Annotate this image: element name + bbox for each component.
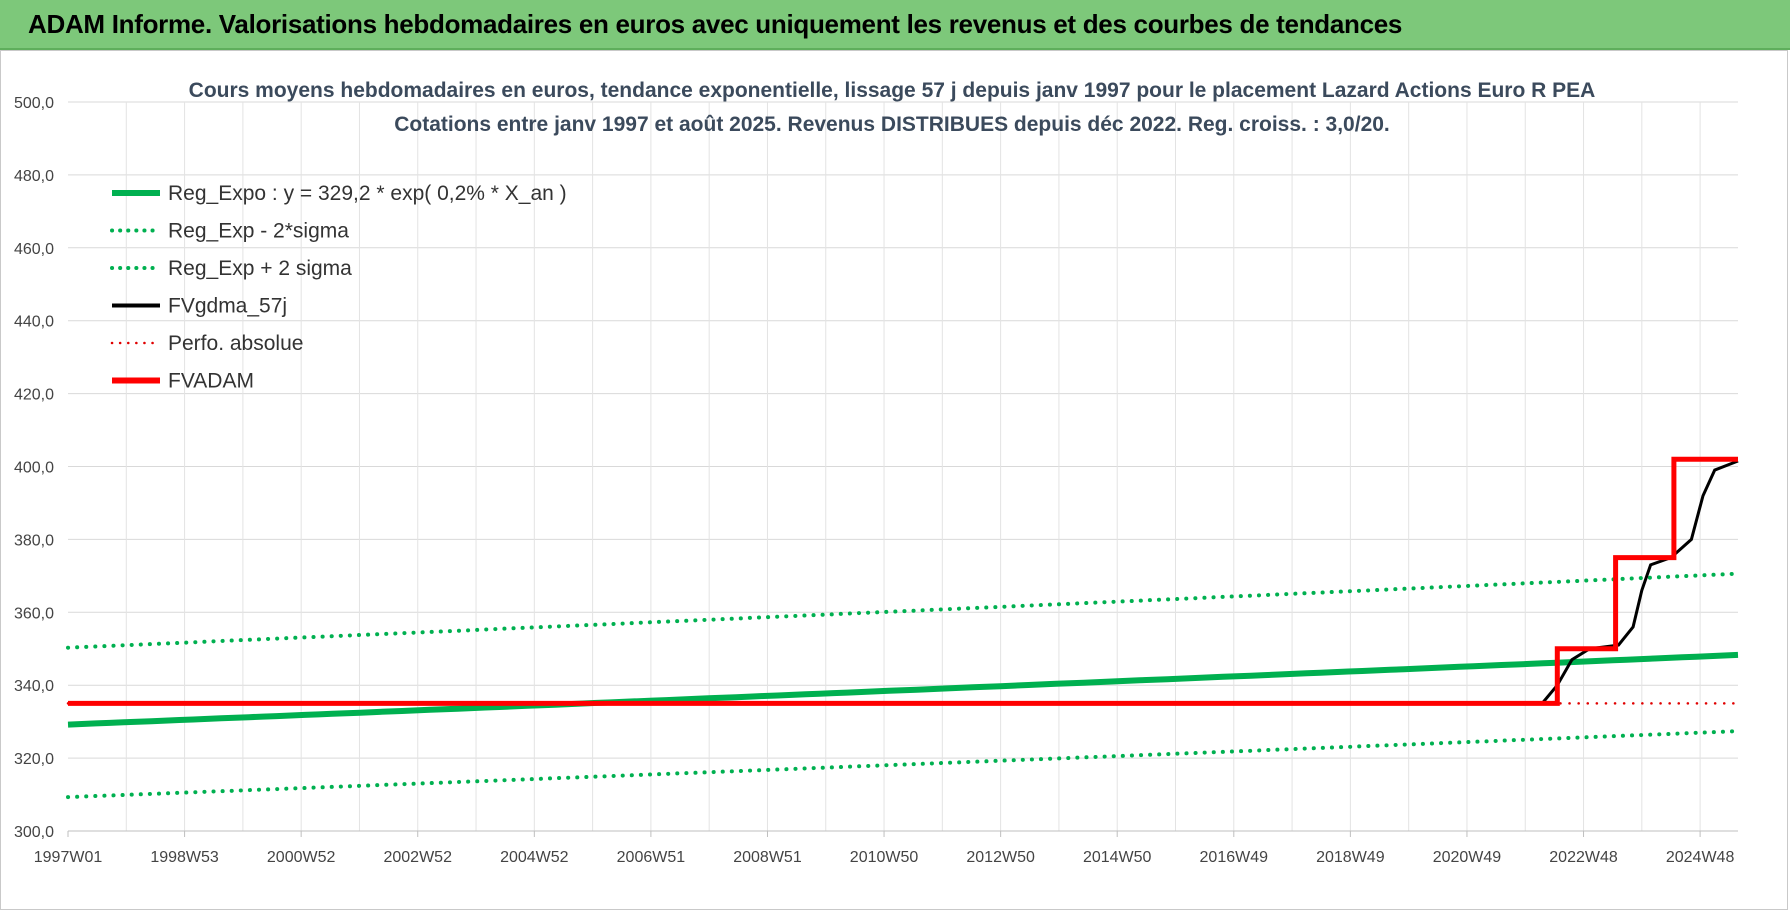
x-tick-label: 2020W49 (1433, 849, 1502, 866)
x-tick-label: 2024W48 (1666, 849, 1735, 866)
x-tick-label: 2004W52 (500, 849, 569, 866)
y-tick-label: 400,0 (14, 460, 54, 477)
x-tick-label: 2008W51 (733, 849, 802, 866)
y-tick-label: 460,0 (14, 241, 54, 258)
x-tick-label: 2018W49 (1316, 849, 1385, 866)
legend-label: Reg_Expo : y = 329,2 * exp( 0,2% * X_an … (168, 182, 567, 205)
x-tick-label: 2014W50 (1083, 849, 1152, 866)
series-line-reg-exp-2-sigma (66, 729, 1740, 800)
series-lines (66, 456, 1740, 800)
y-tick-label: 420,0 (14, 387, 54, 404)
grid (68, 101, 1738, 832)
legend-label: Perfo. absolue (168, 332, 303, 355)
x-tick-label: 2022W48 (1549, 849, 1618, 866)
series-line-fvgdma-57j (68, 459, 1739, 705)
y-tick-label: 360,0 (14, 605, 54, 622)
axes: 300,0 320,0 340,0 360,0 380,0 400,0 420,0 440,0… (14, 95, 1738, 866)
banner-title: ADAM Informe. Valorisations hebdomadaire… (28, 9, 1403, 39)
x-tick-label: 1998W53 (150, 849, 219, 866)
y-tick-label: 480,0 (14, 168, 54, 185)
y-tick-label: 300,0 (14, 824, 54, 841)
legend-label: FVgdma_57j (168, 295, 287, 318)
x-tick-label: 2006W51 (617, 849, 686, 866)
x-tick-label: 1997W01 (34, 849, 103, 866)
chart-title: Cours moyens hebdomadaires en euros, ten… (189, 79, 1596, 102)
y-tick-label: 340,0 (14, 678, 54, 695)
x-tick-label: 2016W49 (1200, 849, 1269, 866)
y-tick-label: 500,0 (14, 95, 54, 112)
legend-label: Reg_Exp + 2 sigma (168, 257, 352, 280)
chart-frame (0, 50, 1788, 910)
series-line-reg-exp-2-sigma (66, 571, 1740, 650)
x-tick-label: 2002W52 (383, 849, 452, 866)
y-tick-label: 380,0 (14, 532, 54, 549)
y-tick-label: 440,0 (14, 314, 54, 331)
series-line-fvadam (68, 456, 1738, 706)
legend-label: FVADAM (168, 370, 254, 393)
chart-subtitle: Cotations entre janv 1997 et août 2025. … (394, 113, 1390, 136)
x-tick-label: 2000W52 (267, 849, 336, 866)
y-tick-label: 320,0 (14, 751, 54, 768)
x-tick-label: 2010W50 (850, 849, 919, 866)
report-banner: ADAM Informe. Valorisations hebdomadaire… (0, 0, 1790, 50)
series-line-reg-expo-y-329-2-exp-0-2-x-an (67, 651, 1739, 728)
legend: Reg_Expo : y = 329,2 * exp( 0,2% * X_an … (110, 182, 567, 393)
x-tick-label: 2012W50 (966, 849, 1035, 866)
legend-label: Reg_Exp - 2*sigma (168, 220, 349, 243)
